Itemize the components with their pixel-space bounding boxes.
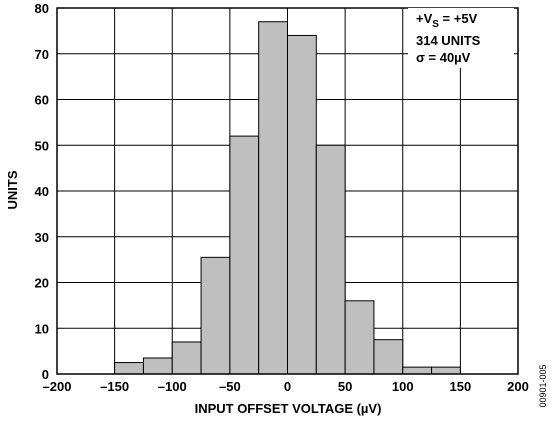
y-tick-label: 20: [35, 276, 49, 291]
annotation-sigma: σ = 40µV: [416, 50, 471, 65]
histogram-bar: [114, 362, 144, 375]
x-tick-label: –50: [219, 379, 241, 394]
y-tick-label: 0: [42, 367, 49, 382]
y-tick-label: 70: [35, 47, 49, 62]
histogram-bar: [287, 34, 317, 375]
figure-id: 00901-005: [538, 364, 548, 407]
x-tick-label: 50: [338, 379, 352, 394]
x-tick-label: 0: [284, 379, 291, 394]
x-tick-labels: –200 –150 –100 –50 0 50 100 150 200: [43, 379, 529, 394]
histogram-bar: [229, 135, 260, 375]
y-tick-label: 50: [35, 138, 49, 153]
annotation-supply: +VS = +5V: [416, 11, 478, 30]
x-tick-label: –200: [43, 379, 72, 394]
histogram-bar: [402, 366, 433, 375]
plot-frame: [56, 7, 519, 375]
histogram-bar: [200, 256, 231, 375]
x-tick-label: 200: [507, 379, 529, 394]
histogram-bar: [431, 366, 461, 375]
x-tick-label: 100: [392, 379, 414, 394]
y-tick-label: 10: [35, 321, 49, 336]
x-tick-label: –100: [158, 379, 187, 394]
histogram-bar: [142, 357, 173, 375]
histogram-bar: [258, 21, 288, 375]
x-tick-label: –150: [100, 379, 129, 394]
annotation-box: [408, 8, 514, 68]
histogram-bar: [373, 339, 404, 375]
annotation-units: 314 UNITS: [416, 33, 481, 48]
y-tick-label: 80: [35, 1, 49, 16]
y-tick-labels: 0 10 20 30 40 50 60 70 80: [35, 1, 49, 382]
histogram-bar: [344, 300, 375, 375]
x-tick-label: 150: [450, 379, 472, 394]
bars-group: [114, 21, 461, 375]
y-axis-title: UNITS: [5, 170, 20, 209]
histogram-bar: [315, 144, 346, 375]
histogram-bar: [171, 341, 202, 375]
y-tick-label: 30: [35, 230, 49, 245]
y-tick-label: 40: [35, 184, 49, 199]
x-axis-title: INPUT OFFSET VOLTAGE (µV): [195, 401, 382, 416]
y-tick-label: 60: [35, 93, 49, 108]
